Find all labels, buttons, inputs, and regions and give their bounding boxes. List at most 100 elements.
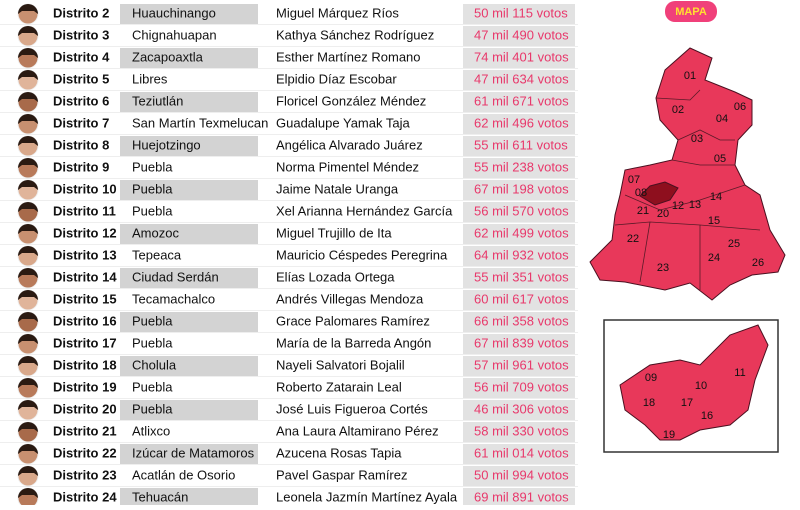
badge: MAPA (675, 6, 707, 18)
map-label: 24 (708, 252, 720, 264)
avatar-hair (18, 4, 38, 14)
city-bg (120, 356, 258, 376)
map-label: 12 (672, 200, 684, 212)
votes: 62 mil 496 votos (474, 115, 569, 130)
map-label: 25 (728, 238, 740, 250)
district: Distrito 7 (53, 115, 109, 130)
district: Distrito 12 (53, 225, 117, 240)
district: Distrito 9 (53, 159, 109, 174)
map-label: 01 (684, 70, 696, 82)
city: Amozoc (132, 225, 179, 240)
city-bg (120, 136, 258, 156)
row-bg (0, 201, 578, 223)
city-bg (120, 224, 258, 244)
table: Distrito 2 Huauchinango Miguel Márquez Río… (0, 3, 578, 510)
district: Distrito 13 (53, 247, 117, 262)
district: Distrito 17 (53, 335, 117, 350)
candidate: Miguel Trujillo de Ita (276, 225, 392, 240)
candidate: José Luis Figueroa Cortés (276, 401, 428, 416)
row-bg (0, 421, 578, 443)
votes-bg (463, 180, 575, 200)
inset-label: 09 (645, 372, 657, 384)
district: Distrito 20 (53, 401, 117, 416)
district: Distrito 14 (53, 269, 117, 284)
map-label: 23 (657, 262, 669, 274)
city-bg (120, 180, 258, 200)
city: Atlixco (132, 423, 170, 438)
row-bg (0, 245, 578, 267)
avatar-hair (18, 114, 38, 124)
avatar-hair (18, 92, 38, 102)
votes: 55 mil 238 votos (474, 159, 569, 174)
city: Puebla (132, 313, 173, 328)
row-bg (0, 25, 578, 47)
city: Puebla (132, 401, 173, 416)
votes: 61 mil 014 votos (474, 445, 569, 460)
votes-bg (463, 268, 575, 288)
votes: 57 mil 961 votos (474, 357, 569, 372)
votes-bg (463, 246, 575, 266)
avatar-hair (18, 422, 38, 432)
map-label: 15 (708, 215, 720, 227)
city: San Martín Texmelucan (132, 115, 268, 130)
votes-bg (463, 26, 575, 46)
avatar-hair (18, 312, 38, 322)
map-label: 05 (714, 153, 726, 165)
votes-bg (463, 70, 575, 90)
candidate: María de la Barreda Angón (276, 335, 431, 350)
votes-bg (463, 334, 575, 354)
votes: 47 mil 634 votos (474, 71, 569, 86)
map-label: 13 (689, 199, 701, 211)
city: Ciudad Serdán (132, 269, 219, 284)
avatar-hair (18, 48, 38, 58)
city: Huejotzingo (132, 137, 201, 152)
votes-bg (463, 92, 575, 112)
district: Distrito 18 (53, 357, 117, 372)
votes-bg (463, 202, 575, 222)
row-bg (0, 69, 578, 91)
votes: 55 mil 611 votos (474, 137, 568, 152)
votes-bg (463, 312, 575, 332)
city: Teziutlán (132, 93, 183, 108)
map-label: 08 (635, 187, 647, 199)
avatar-hair (18, 224, 38, 234)
candidate: Miguel Márquez Ríos (276, 5, 399, 20)
votes-bg (463, 4, 575, 24)
map (589, 47, 786, 301)
map-label: 06 (734, 101, 746, 113)
city-bg (120, 48, 258, 68)
candidate: Angélica Alvarado Juárez (276, 137, 423, 152)
city: Puebla (132, 159, 173, 174)
votes-bg (463, 422, 575, 442)
votes: 58 mil 330 votos (474, 423, 569, 438)
votes: 64 mil 932 votos (474, 247, 569, 262)
district: Distrito 23 (53, 467, 117, 482)
candidate: Jaime Natale Uranga (276, 181, 399, 196)
avatar-hair (18, 444, 38, 454)
district: Distrito 21 (53, 423, 117, 438)
inset-map (619, 324, 769, 441)
inset-label: 10 (695, 380, 707, 392)
row-bg (0, 333, 578, 355)
votes: 56 mil 570 votos (474, 203, 569, 218)
city-bg (120, 400, 258, 420)
avatar-hair (18, 290, 38, 300)
inset-label: 17 (681, 397, 693, 409)
votes-bg (463, 136, 575, 156)
avatar-hair (18, 70, 38, 80)
badge-bg (665, 1, 717, 22)
avatar-hair (18, 136, 38, 146)
votes-bg (463, 158, 575, 178)
avatar-hair (18, 466, 38, 476)
city: Acatlán de Osorio (132, 467, 235, 482)
city: Tehuacán (132, 489, 188, 504)
district: Distrito 2 (53, 5, 109, 20)
votes: 67 mil 198 votos (474, 181, 569, 196)
candidate: Norma Pimentel Méndez (276, 159, 419, 174)
votes: 67 mil 839 votos (474, 335, 569, 350)
votes: 56 mil 709 votos (474, 379, 569, 394)
avatar-hair (18, 202, 38, 212)
votes: 47 mil 490 votos (474, 27, 569, 42)
district: Distrito 11 (53, 203, 116, 218)
candidate: Mauricio Céspedes Peregrina (276, 247, 448, 262)
